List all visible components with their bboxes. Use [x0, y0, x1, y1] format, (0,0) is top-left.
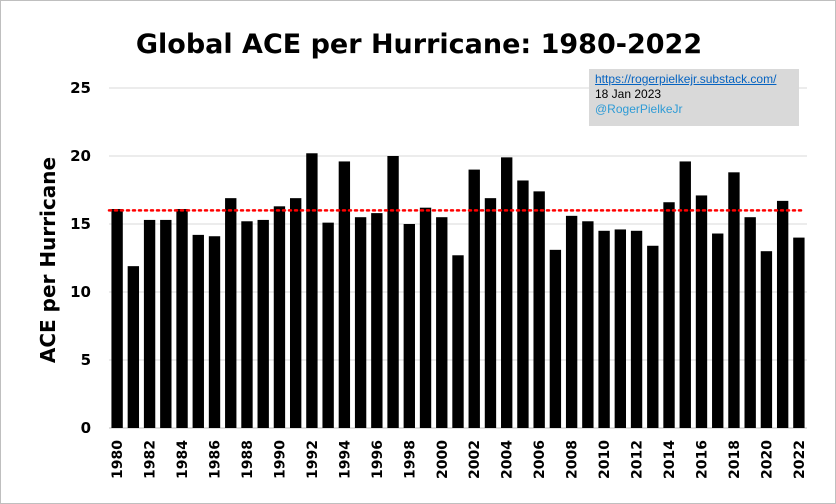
bar-1998 [403, 224, 415, 428]
bar-2020 [760, 251, 773, 428]
bar-2008 [565, 215, 578, 428]
bar-2016 [695, 195, 708, 428]
bar-2012 [630, 230, 643, 428]
bar-1990 [273, 206, 286, 428]
bar-1994 [338, 161, 351, 428]
bar-2003 [484, 198, 497, 428]
bar-1984 [176, 209, 188, 428]
bar-2017 [712, 233, 724, 428]
x-tick-2006: 2006 [532, 440, 548, 479]
x-tick-2000: 2000 [435, 440, 451, 479]
x-tick-1980: 1980 [110, 440, 126, 479]
bar-2013 [647, 245, 659, 428]
chart-title: Global ACE per Hurricane: 1980-2022 [136, 29, 702, 60]
bar-2018 [728, 172, 740, 428]
y-tick-0: 0 [81, 419, 91, 437]
bar-1988 [241, 221, 253, 428]
x-tick-2012: 2012 [630, 440, 646, 479]
x-tick-1986: 1986 [208, 440, 224, 479]
y-tick-15: 15 [70, 215, 91, 233]
x-tick-1994: 1994 [337, 440, 353, 479]
x-tick-1990: 1990 [272, 440, 288, 479]
source-handle[interactable]: @RogerPielkeJr [595, 102, 683, 116]
x-tick-2014: 2014 [662, 440, 678, 479]
x-tick-2016: 2016 [694, 440, 710, 479]
source-box: https://rogerpielkejr.substack.com/ 18 J… [589, 69, 799, 126]
bar-1980 [111, 209, 123, 428]
bar-1983 [160, 219, 172, 428]
bar-1982 [143, 219, 156, 428]
x-tick-labels: 1980 1982 1984 1986 1988 1990 1992 1994 1996 1998… [110, 440, 808, 479]
x-tick-1984: 1984 [175, 440, 191, 479]
bar-1985 [192, 234, 204, 428]
bar-2010 [598, 230, 610, 428]
bar-2004 [501, 157, 513, 429]
bar-2006 [533, 191, 545, 428]
bar-2001 [452, 255, 464, 428]
bar-2019 [744, 217, 756, 428]
bar-1996 [371, 213, 383, 428]
x-tick-2004: 2004 [500, 440, 516, 479]
bar-1993 [322, 222, 334, 428]
bar-1991 [289, 198, 302, 428]
bar-2021 [776, 200, 789, 428]
source-url-link[interactable]: https://rogerpielkejr.substack.com/ [595, 72, 777, 86]
y-tick-labels: 0 5 10 15 20 25 [70, 79, 91, 437]
bar-2007 [549, 249, 562, 428]
bar-2009 [582, 221, 594, 428]
y-tick-5: 5 [81, 351, 91, 369]
y-tick-10: 10 [70, 283, 91, 301]
bar-1997 [387, 156, 399, 428]
x-tick-2018: 2018 [727, 440, 743, 479]
bar-1987 [225, 198, 237, 428]
x-tick-2010: 2010 [597, 440, 613, 479]
x-tick-1996: 1996 [370, 440, 386, 479]
bar-1989 [257, 219, 269, 428]
x-tick-2020: 2020 [759, 440, 775, 479]
bar-1986 [208, 236, 221, 428]
x-tick-2022: 2022 [792, 440, 808, 479]
bar-2000 [436, 217, 448, 428]
y-axis-label: ACE per Hurricane [36, 157, 60, 363]
bar-2005 [517, 180, 529, 428]
x-tick-1998: 1998 [402, 440, 418, 479]
bar-2015 [679, 161, 691, 428]
bar-2014 [663, 202, 675, 428]
bar-1999 [419, 207, 432, 428]
bar-1995 [354, 217, 367, 428]
bar-2022 [793, 237, 805, 428]
source-date: 18 Jan 2023 [595, 87, 662, 101]
x-tick-1992: 1992 [305, 440, 321, 479]
x-tick-2008: 2008 [565, 440, 581, 479]
y-tick-25: 25 [70, 79, 91, 97]
bar-1992 [306, 153, 318, 428]
y-tick-20: 20 [70, 147, 91, 165]
bar-2002 [468, 169, 480, 428]
x-tick-1988: 1988 [240, 440, 256, 479]
bars [111, 153, 805, 429]
bar-2011 [614, 229, 627, 428]
x-tick-1982: 1982 [143, 440, 159, 479]
x-tick-2002: 2002 [467, 440, 483, 479]
bar-1981 [127, 266, 140, 428]
